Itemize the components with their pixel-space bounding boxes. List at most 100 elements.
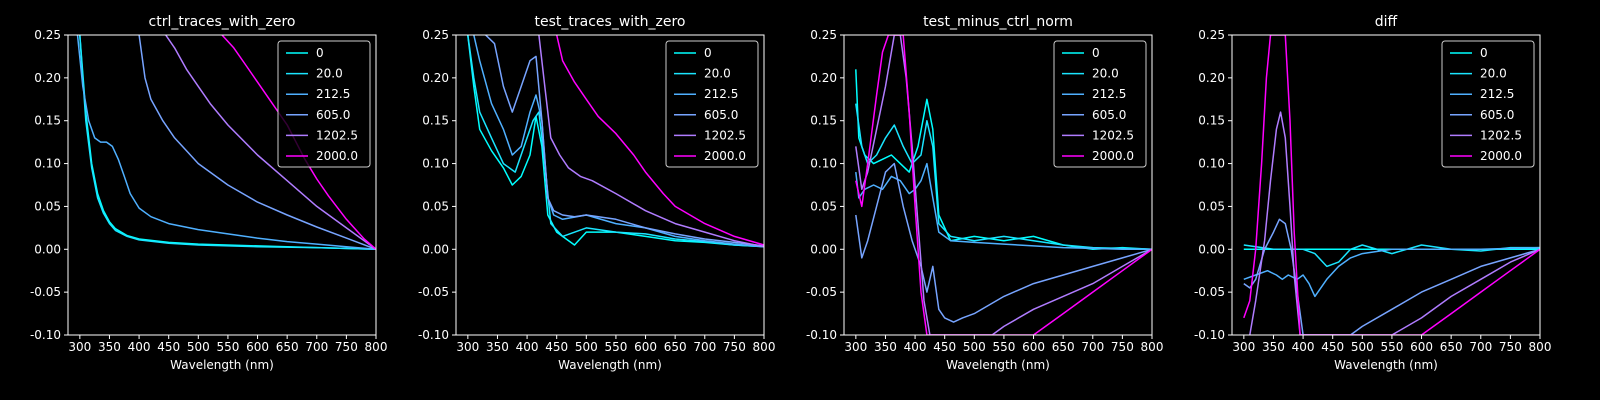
axes-frame — [1231, 34, 1541, 336]
legend-label: 2000.0 — [704, 149, 746, 163]
x-tick-label: 600 — [634, 340, 657, 354]
x-tick-label: 400 — [1292, 340, 1315, 354]
y-tick-label: -0.10 — [1194, 328, 1225, 342]
series-line-212-5 — [76, 35, 376, 251]
series-line-605-0 — [485, 35, 764, 247]
x-tick-label: 450 — [933, 340, 956, 354]
x-tick-label: 400 — [516, 340, 539, 354]
x-tick-label: 550 — [216, 340, 239, 354]
y-tick-label: 0.20 — [1198, 71, 1225, 85]
legend-label: 1202.5 — [316, 128, 358, 142]
y-tick-label: 0.25 — [34, 28, 61, 42]
series-lines — [1243, 35, 1540, 335]
y-tick-label: 0.10 — [34, 157, 61, 171]
y-tick-label: 0.00 — [34, 242, 61, 256]
y-tick-label: 0.20 — [422, 71, 449, 85]
series-lines — [855, 35, 1152, 335]
chart-panel-4: 300 350 400 450 500 550 600 650 700 750 800 -0.10 -0… — [1194, 14, 1552, 372]
legend-label: 20.0 — [316, 67, 343, 81]
y-tick-label: 0.00 — [1198, 242, 1225, 256]
series-line-20-0 — [855, 103, 1152, 251]
legend-label: 20.0 — [1480, 67, 1507, 81]
series-line-2000-0 — [555, 35, 764, 246]
x-tick-label: 700 — [305, 340, 328, 354]
legend-label: 605.0 — [704, 108, 738, 122]
x-tick-label: 300 — [844, 340, 867, 354]
legend-label: 2000.0 — [1092, 149, 1134, 163]
y-tick-label: -0.05 — [806, 285, 837, 299]
x-tick-label: 350 — [486, 340, 509, 354]
legend-label: 2000.0 — [1480, 149, 1522, 163]
y-tick-label: -0.10 — [418, 328, 449, 342]
x-tick-label: 300 — [68, 340, 91, 354]
legend-label: 0 — [704, 46, 712, 60]
x-tick-label: 650 — [276, 340, 299, 354]
x-tick-label: 350 — [98, 340, 121, 354]
axes-frame — [843, 34, 1153, 336]
x-tick-label: 800 — [365, 340, 388, 354]
x-tick-label: 750 — [335, 340, 358, 354]
series-line-0 — [79, 35, 376, 251]
x-tick-label: 750 — [1499, 340, 1522, 354]
legend-label: 605.0 — [1480, 108, 1514, 122]
chart-title: ctrl_traces_with_zero — [149, 14, 296, 30]
x-tick-label: 300 — [1232, 340, 1255, 354]
legend-label: 1202.5 — [704, 128, 746, 142]
legend-label: 212.5 — [1092, 87, 1126, 101]
y-tick-label: 0.00 — [810, 242, 837, 256]
y-tick-label: 0.05 — [34, 199, 61, 213]
y-tick-label: 0.25 — [422, 28, 449, 42]
x-tick-label: 700 — [1469, 340, 1492, 354]
series-line-0 — [467, 35, 764, 248]
y-tick-label: 0.20 — [810, 71, 837, 85]
chart-title: diff — [1375, 14, 1398, 30]
x-tick-label: 550 — [992, 340, 1015, 354]
series-line-1202-5 — [1249, 111, 1540, 335]
x-tick-label: 500 — [963, 340, 986, 354]
y-tick-label: -0.10 — [30, 328, 61, 342]
y-tick-label: 0.15 — [1198, 114, 1225, 128]
legend-label: 2000.0 — [316, 149, 358, 163]
x-tick-label: 750 — [723, 340, 746, 354]
chart-panel-2: 300 350 400 450 500 550 600 650 700 750 800 -0.10 -0… — [418, 14, 776, 372]
series-line-605-0 — [1243, 218, 1540, 335]
x-tick-label: 600 — [1410, 340, 1433, 354]
x-tick-label: 500 — [1351, 340, 1374, 354]
series-line-2000-0 — [1243, 35, 1540, 335]
series-line-20-0 — [79, 35, 376, 251]
y-tick-label: 0.15 — [34, 114, 61, 128]
x-tick-label: 300 — [456, 340, 479, 354]
legend-label: 0 — [1480, 46, 1488, 60]
y-tick-label: 0.00 — [422, 242, 449, 256]
x-axis-label: Wavelength (nm) — [558, 358, 662, 372]
chart-title: test_minus_ctrl_norm — [923, 14, 1073, 30]
y-tick-label: 0.05 — [810, 199, 837, 213]
chart-panel-3: 300 350 400 450 500 550 600 650 700 750 800 -0.10 -0… — [806, 14, 1164, 372]
y-tick-label: 0.25 — [810, 28, 837, 42]
x-tick-label: 450 — [157, 340, 180, 354]
legend-label: 605.0 — [316, 108, 350, 122]
legend-label: 605.0 — [1092, 108, 1126, 122]
x-tick-label: 600 — [246, 340, 269, 354]
x-tick-label: 800 — [1141, 340, 1164, 354]
x-tick-label: 700 — [1081, 340, 1104, 354]
x-tick-label: 650 — [1440, 340, 1463, 354]
legend-label: 20.0 — [1092, 67, 1119, 81]
legend-label: 212.5 — [704, 87, 738, 101]
x-tick-label: 450 — [545, 340, 568, 354]
legend-label: 20.0 — [704, 67, 731, 81]
x-tick-label: 750 — [1111, 340, 1134, 354]
x-tick-label: 600 — [1022, 340, 1045, 354]
y-tick-label: 0.15 — [810, 114, 837, 128]
y-tick-label: -0.05 — [1194, 285, 1225, 299]
series-line-20-0 — [1243, 244, 1540, 268]
legend-label: 212.5 — [316, 87, 350, 101]
series-line-605-0 — [855, 162, 1152, 323]
x-axis-label: Wavelength (nm) — [946, 358, 1050, 372]
x-tick-label: 350 — [1262, 340, 1285, 354]
x-tick-label: 800 — [753, 340, 776, 354]
x-tick-label: 500 — [187, 340, 210, 354]
y-tick-label: 0.10 — [422, 157, 449, 171]
x-tick-label: 800 — [1529, 340, 1552, 354]
